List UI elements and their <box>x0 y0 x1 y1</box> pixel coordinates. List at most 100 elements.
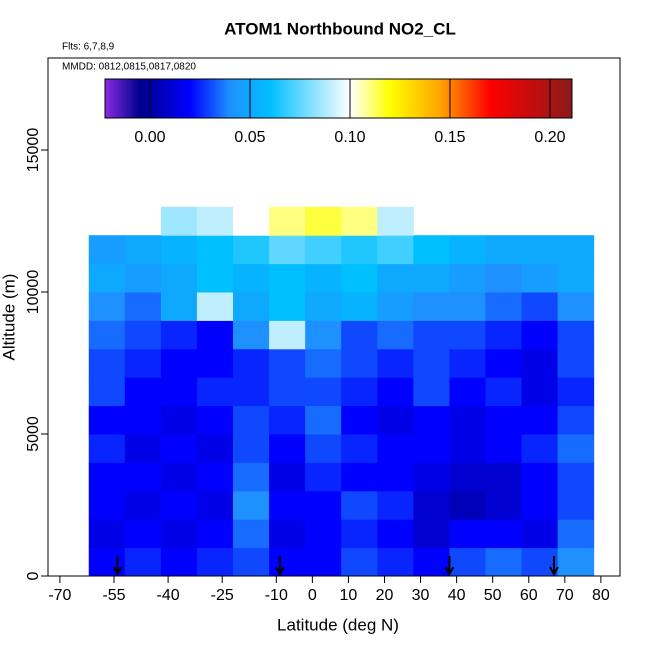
heatmap-cell <box>160 405 198 435</box>
y-axis-label: Altitude (m) <box>0 274 18 361</box>
heatmap-cell <box>233 405 270 435</box>
heatmap-cell <box>269 405 306 435</box>
heatmap-cell <box>269 292 306 321</box>
heatmap-cell <box>233 320 270 350</box>
heatmap-cell <box>196 348 234 378</box>
heatmap-cell <box>557 263 595 293</box>
heatmap-cell <box>88 263 126 293</box>
x-tick-label: 0 <box>308 587 317 604</box>
heatmap-cell <box>485 348 523 378</box>
heatmap-cell <box>160 292 198 321</box>
heatmap-cell <box>341 434 378 463</box>
heatmap-cell <box>160 348 198 378</box>
heatmap-cell <box>485 434 523 463</box>
heatmap-cell <box>88 377 126 407</box>
heatmap-cell <box>269 490 306 520</box>
heatmap-cell <box>485 547 523 577</box>
heatmap-cell <box>233 547 270 577</box>
heatmap-cell <box>449 434 486 463</box>
heatmap-cell <box>521 348 559 378</box>
heatmap-cell <box>557 320 595 350</box>
heatmap-cell <box>233 462 270 492</box>
heatmap-cell <box>160 206 198 236</box>
heatmap-cell <box>413 263 450 293</box>
arrow-head <box>275 566 285 577</box>
heatmap-cell <box>305 348 342 378</box>
heatmap-cell <box>521 263 559 293</box>
heatmap-cell <box>88 434 126 463</box>
heatmap-cell <box>196 434 234 463</box>
heatmap-cell <box>413 377 450 407</box>
heatmap-cell <box>233 206 270 236</box>
heatmap-cell <box>341 547 378 577</box>
y-tick-label: 0 <box>25 571 42 580</box>
heatmap-cell <box>485 292 523 321</box>
heatmap-cell <box>341 377 378 407</box>
heatmap-cell <box>341 206 378 236</box>
heatmap-cell <box>485 405 523 435</box>
heatmap-cell <box>269 547 306 577</box>
heatmap-cell <box>521 462 559 492</box>
heatmap-cell <box>377 263 414 293</box>
heatmap-cell <box>124 434 162 463</box>
heatmap-cell <box>88 235 126 265</box>
plot-frame <box>47 57 621 577</box>
colorbar-tick-label: 0.10 <box>334 129 365 146</box>
heatmap-cell <box>196 377 234 407</box>
heatmap-cell <box>233 348 270 378</box>
heatmap-cell <box>305 292 342 321</box>
colorbar-tick-label: 0.15 <box>434 129 465 146</box>
heatmap-cell <box>449 348 486 378</box>
x-tick-label: 30 <box>412 587 430 604</box>
heatmap-cell <box>160 377 198 407</box>
heatmap-cell <box>269 462 306 492</box>
heatmap-cell <box>160 519 198 549</box>
heatmap-cell <box>305 377 342 407</box>
heatmap-cell <box>413 348 450 378</box>
heatmap-cell <box>124 377 162 407</box>
heatmap-cell <box>521 377 559 407</box>
heatmap-cell <box>233 263 270 293</box>
heatmap-cell <box>160 235 198 265</box>
heatmap-cell <box>485 235 523 265</box>
heatmap-cell <box>521 405 559 435</box>
heatmap-cell <box>269 235 306 265</box>
heatmap-cell <box>269 434 306 463</box>
heatmap-cell <box>557 547 595 577</box>
heatmap-cell <box>413 519 450 549</box>
heatmap-cell <box>233 292 270 321</box>
x-tick-label: -70 <box>48 587 71 604</box>
heatmap-cell <box>196 292 234 321</box>
heatmap-cell <box>377 320 414 350</box>
heatmap-cell <box>124 263 162 293</box>
heatmap-cell <box>124 519 162 549</box>
heatmap-cell <box>449 263 486 293</box>
heatmap-cell <box>413 462 450 492</box>
x-tick-label: 20 <box>376 587 394 604</box>
arrow-head <box>112 566 123 577</box>
arrow <box>275 556 285 577</box>
heatmap-cell <box>233 377 270 407</box>
heatmap-cell <box>557 434 595 463</box>
heatmap-cell <box>377 405 414 435</box>
overlay: MMDD: 0812,0815,0817,0820 -70 -55 -40 -25 -10… <box>25 57 621 604</box>
heatmap-cell <box>88 547 126 577</box>
y-tick-label: 10000 <box>25 270 42 315</box>
x-tick-label: 50 <box>484 587 502 604</box>
x-tick-label: 70 <box>556 587 574 604</box>
annotation: MMDD: 0812,0815,0817,0820 <box>62 62 196 73</box>
arrow-head <box>549 566 559 577</box>
heatmap-cell <box>449 462 486 492</box>
heatmap-cell <box>305 519 342 549</box>
heatmap-cell <box>557 490 595 520</box>
x-tick-label: 60 <box>520 587 538 604</box>
heatmap-cell <box>485 519 523 549</box>
heatmap-cell <box>557 235 595 265</box>
heatmap-cell <box>557 377 595 407</box>
heatmap-cell <box>377 547 414 577</box>
arrow <box>112 556 123 577</box>
heatmap-cell <box>124 320 162 350</box>
heatmap-cell <box>557 462 595 492</box>
heatmap-cell <box>124 235 162 265</box>
arrow <box>549 556 559 577</box>
